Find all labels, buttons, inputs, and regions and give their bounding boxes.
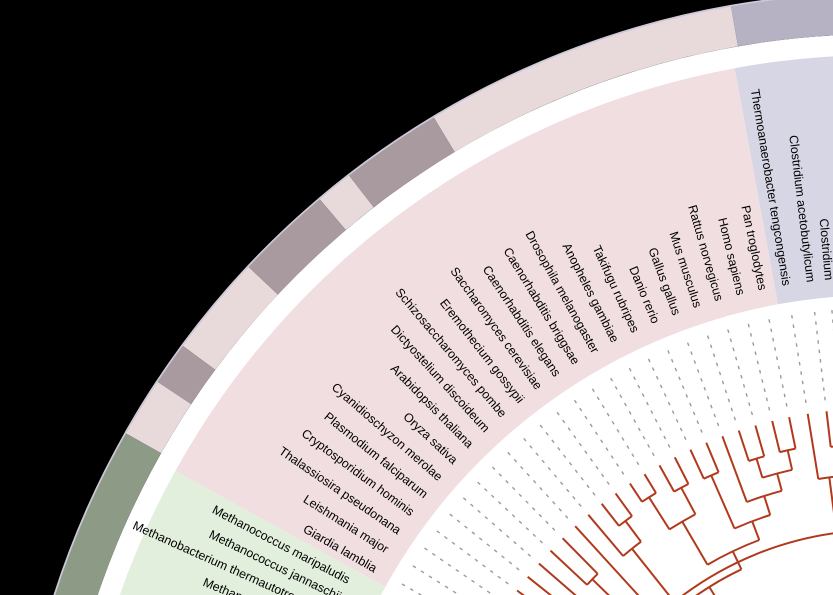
tree-node-arc xyxy=(734,514,771,530)
tree-node-arc xyxy=(746,489,783,503)
tree-branch xyxy=(776,473,783,492)
tree-branch xyxy=(591,578,610,595)
tree-branch xyxy=(786,450,794,471)
alignment-dash-line xyxy=(610,377,657,459)
tree-branch xyxy=(689,449,705,480)
tree-branch xyxy=(754,425,766,457)
band-segment xyxy=(124,380,192,454)
tree-branch xyxy=(708,586,716,595)
tree-branch xyxy=(516,589,525,595)
tree-branch xyxy=(587,514,624,557)
tree-branch xyxy=(538,562,577,595)
band-segment xyxy=(432,4,738,153)
band-segment xyxy=(53,432,162,595)
tree-branch xyxy=(648,496,671,530)
tree-branch xyxy=(755,458,764,478)
tree-branch xyxy=(527,576,553,595)
band-segment xyxy=(730,0,833,47)
tree-branch xyxy=(763,495,772,516)
alignment-dash-line xyxy=(507,451,571,521)
species-label[interactable]: Clostridium xyxy=(817,218,833,281)
tree-branch xyxy=(549,549,588,586)
tree-branch xyxy=(600,503,620,527)
tree-branch xyxy=(574,525,640,595)
alignment-dash-line xyxy=(813,311,827,404)
band-segment xyxy=(247,198,346,295)
tree-branch xyxy=(721,435,748,503)
tree-branch xyxy=(771,420,781,453)
region-bacteria xyxy=(734,56,833,305)
alignment-dash-line xyxy=(523,437,584,510)
alignment-dash-line xyxy=(556,411,612,488)
band-segment xyxy=(181,265,278,370)
tree-branch xyxy=(731,550,743,570)
band-segment xyxy=(348,116,455,208)
alignment-dash-line xyxy=(449,513,522,573)
alignment-dash-line xyxy=(727,329,754,418)
alignment-dash-line xyxy=(667,350,704,436)
tree-node-arc xyxy=(830,445,833,448)
alignment-dash-line xyxy=(628,367,672,451)
alignment-dash-line xyxy=(647,358,688,443)
alignment-dash-line xyxy=(768,319,789,410)
alignment-dash-line xyxy=(462,497,534,559)
tree-branch xyxy=(788,417,797,449)
tree-node-arc xyxy=(622,540,642,557)
alignment-dash-line xyxy=(706,335,737,424)
tree-node-arc xyxy=(779,447,796,454)
tree-branch xyxy=(806,413,820,480)
alignment-dash-line xyxy=(491,466,558,533)
tree-branch xyxy=(710,474,736,529)
tree-node-arc xyxy=(748,455,765,462)
alignment-dash-line xyxy=(747,323,771,414)
band-edge-line xyxy=(53,0,778,595)
tree-branch xyxy=(681,520,709,566)
alignment-dash-line xyxy=(791,314,808,407)
tree-branch xyxy=(751,520,761,541)
alignment-dash-line xyxy=(539,424,598,498)
tree-branch xyxy=(629,482,643,503)
alignment-dash-line xyxy=(424,547,495,595)
tree-branch xyxy=(673,456,690,485)
tree-branch xyxy=(658,464,675,493)
tree-branch xyxy=(643,473,657,494)
tree-branch xyxy=(561,537,599,575)
alignment-dash-line xyxy=(591,388,641,468)
tree-branch xyxy=(705,442,720,473)
alignment-dash-line xyxy=(436,530,512,587)
alignment-dash-line xyxy=(477,481,546,546)
alignment-dash-line xyxy=(686,342,721,430)
region-eukaryota xyxy=(175,68,779,587)
tree-branch xyxy=(680,487,697,515)
alignment-dash-line xyxy=(573,399,626,478)
tree-branch xyxy=(737,430,750,462)
tree-branch xyxy=(631,548,671,595)
region-archaea xyxy=(119,471,386,595)
tree-node-arc xyxy=(681,532,833,595)
tree-branch xyxy=(614,492,633,517)
tree-branch xyxy=(624,520,642,543)
tree-branch xyxy=(825,411,832,448)
